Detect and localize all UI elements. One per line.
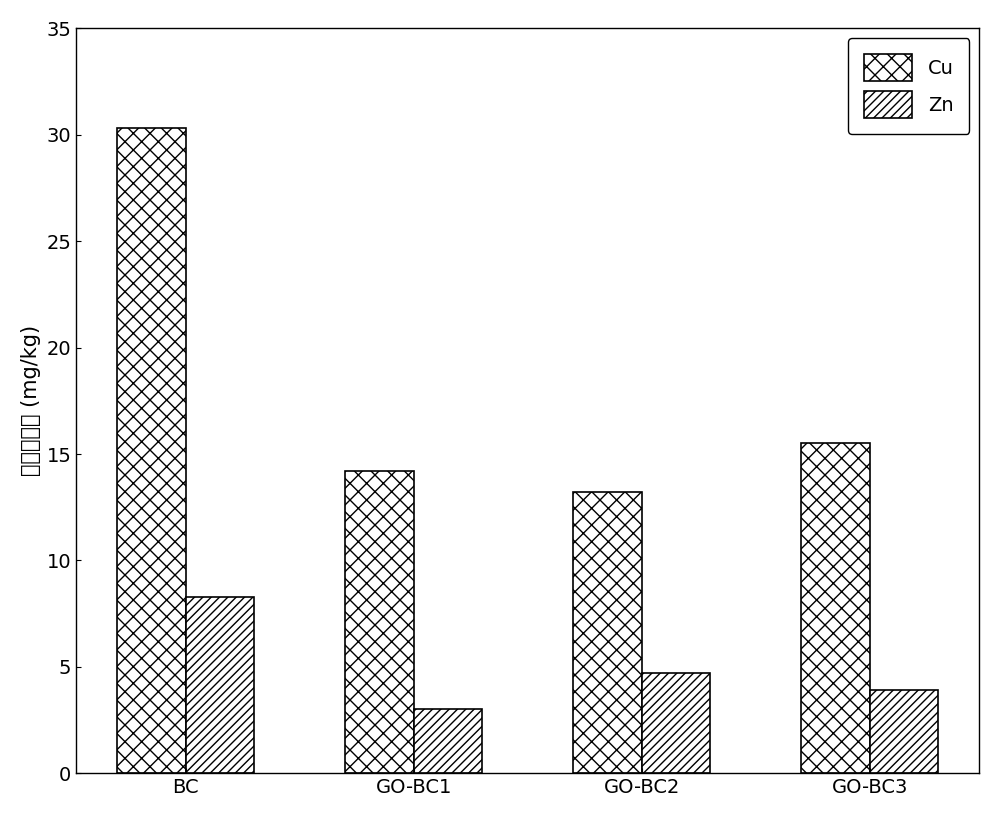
Legend: Cu, Zn: Cu, Zn [848, 38, 969, 134]
Y-axis label: 重金属浓度 (mg/kg): 重金属浓度 (mg/kg) [21, 326, 41, 476]
Bar [345, 471, 414, 773]
Bar [573, 492, 642, 773]
Bar [801, 443, 870, 773]
Bar [642, 673, 710, 773]
Bar [186, 596, 254, 773]
Bar [870, 690, 938, 773]
Bar [414, 709, 482, 773]
Bar [117, 128, 186, 773]
